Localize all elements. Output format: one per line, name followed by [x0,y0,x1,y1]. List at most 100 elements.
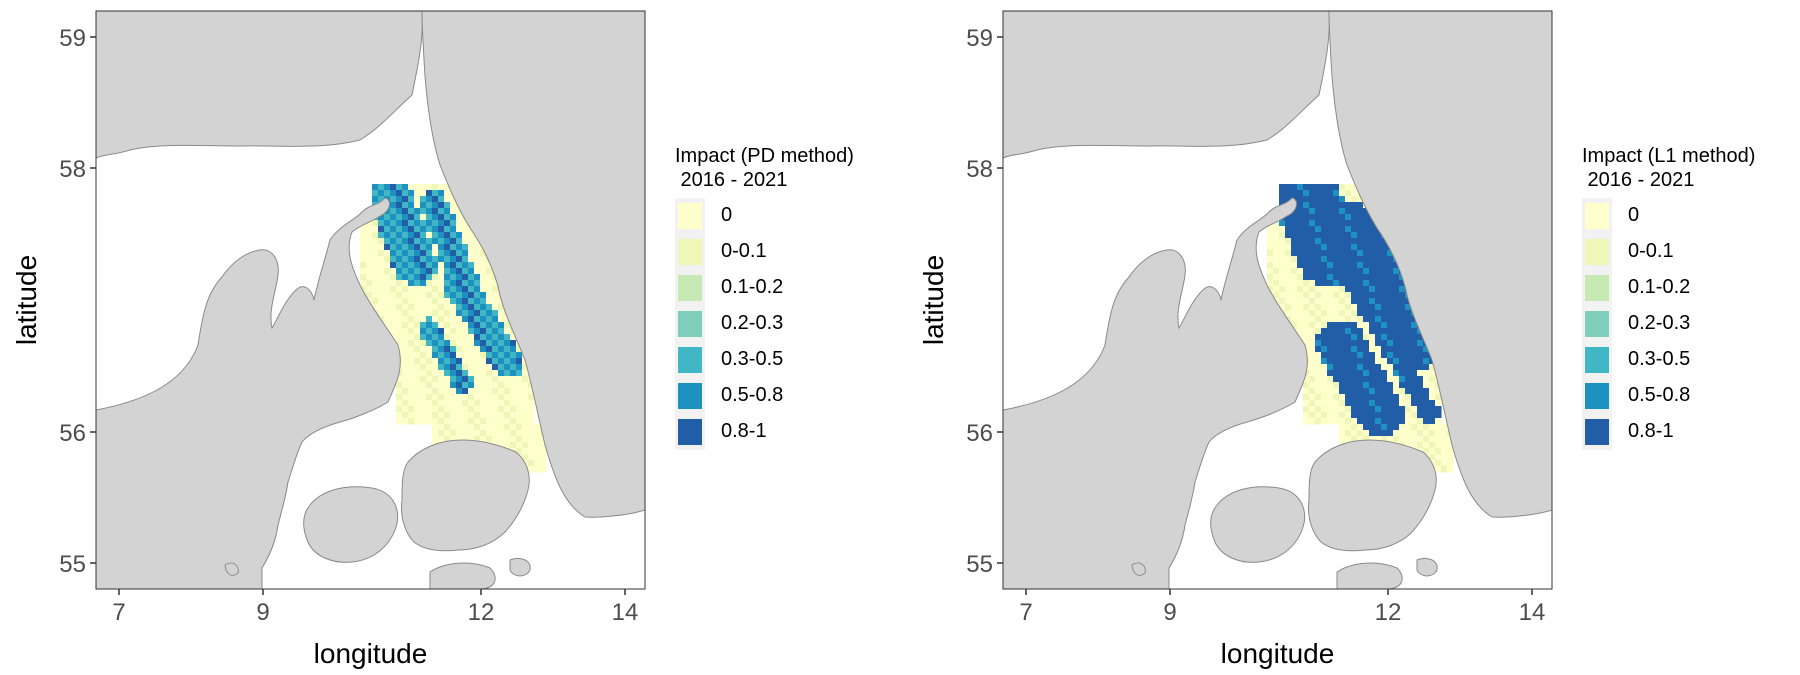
impact-cell [468,244,475,251]
impact-cell [1273,256,1280,263]
legend-title: Impact (PD method) 2016 - 2021 [675,145,854,191]
impact-cell [450,232,457,239]
impact-cell [438,220,445,227]
impact-cell [456,298,463,305]
impact-cell [486,286,493,293]
impact-cell [414,346,421,353]
land-shape [421,11,645,518]
impact-cell [396,232,403,239]
impact-cell [426,400,433,407]
impact-cell [1399,376,1406,383]
impact-cell [1417,358,1424,365]
impact-cell [504,442,511,449]
impact-cell [402,400,409,407]
impact-cell [1291,220,1298,227]
impact-cell [438,196,445,203]
impact-cell [456,286,463,293]
impact-cell [1405,412,1412,419]
impact-cell [1309,256,1316,263]
impact-cell [1435,424,1442,431]
impact-cell [510,388,517,395]
impact-cell [1387,400,1394,407]
impact-cell [1303,322,1310,329]
impact-cell [1339,202,1346,209]
impact-cell [1321,202,1328,209]
impact-cell [1303,328,1310,335]
impact-cell [450,400,457,407]
legend-swatch [1585,419,1609,445]
impact-cell [1369,220,1376,227]
impact-cell [1327,316,1334,323]
impact-cell [1339,418,1346,425]
impact-cell [1351,208,1358,215]
impact-cell [456,250,463,257]
impact-cell [1345,436,1352,443]
impact-cell [1357,232,1364,239]
impact-cell [1387,286,1394,293]
impact-cell [474,430,481,437]
impact-cell [384,310,391,317]
impact-cell [474,292,481,299]
impact-cell [1351,292,1358,299]
impact-cell [1303,412,1310,419]
impact-cell [510,400,517,407]
impact-cell [420,220,427,227]
impact-cell [486,370,493,377]
impact-cell [1381,280,1388,287]
impact-cell [372,280,379,287]
impact-cell [1369,322,1376,329]
impact-cell [522,394,529,401]
impact-cell [1321,226,1328,233]
impact-cell [1363,250,1370,257]
impact-cell [1321,310,1328,317]
impact-cell [414,274,421,281]
impact-cell [390,214,397,221]
impact-cell [450,274,457,281]
impact-cell [1423,442,1430,449]
impact-cell [396,394,403,401]
impact-cell [372,238,379,245]
impact-cell [1345,388,1352,395]
impact-cell [372,262,379,269]
impact-cell [528,430,535,437]
impact-cell [510,358,517,365]
impact-cell [1369,424,1376,431]
impact-cell [1345,406,1352,413]
impact-cell [462,382,469,389]
impact-cell [504,406,511,413]
impact-cell [1321,316,1328,323]
impact-cell [1405,388,1412,395]
impact-cell [378,310,385,317]
impact-cell [468,238,475,245]
impact-cell [1381,364,1388,371]
legend-label: 0 [721,204,733,226]
impact-cell [462,316,469,323]
impact-cell [1393,388,1400,395]
impact-cell [432,202,439,209]
impact-cell [498,376,505,383]
impact-cell [492,322,499,329]
impact-cell [1369,298,1376,305]
impact-cell [1417,346,1424,353]
impact-cell [426,244,433,251]
impact-cell [408,298,415,305]
impact-cell [1339,382,1346,389]
impact-cell [402,286,409,293]
impact-cell [1435,442,1442,449]
impact-cell [468,322,475,329]
impact-cell [1327,358,1334,365]
impact-cell [1393,376,1400,383]
impact-cell [1345,424,1352,431]
impact-cell [1345,316,1352,323]
impact-cell [420,250,427,257]
impact-cell [432,316,439,323]
impact-cell [1405,400,1412,407]
impact-cell [462,268,469,275]
impact-cell [1291,244,1298,251]
impact-cell [1273,262,1280,269]
impact-cell [1381,298,1388,305]
impact-cell [414,394,421,401]
impact-cell [480,256,487,263]
impact-cell [1345,352,1352,359]
impact-cell [1363,244,1370,251]
